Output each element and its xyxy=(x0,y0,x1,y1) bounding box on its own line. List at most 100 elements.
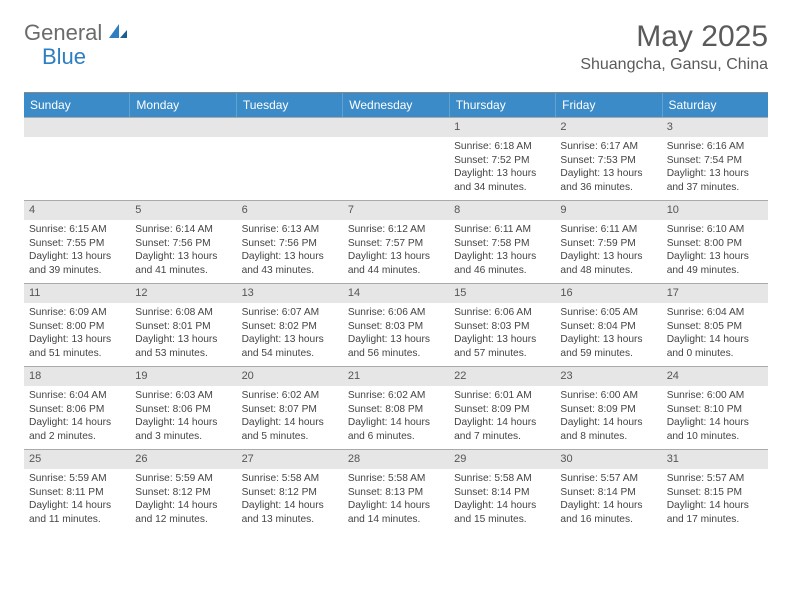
day-details: Sunrise: 5:58 AMSunset: 8:13 PMDaylight:… xyxy=(343,469,449,532)
day-cell: 3Sunrise: 6:16 AMSunset: 7:54 PMDaylight… xyxy=(662,118,768,200)
sunset-text: Sunset: 8:12 PM xyxy=(135,486,231,500)
daylight-text: Daylight: 13 hours and 49 minutes. xyxy=(667,250,763,278)
sunrise-text: Sunrise: 6:12 AM xyxy=(348,223,444,237)
day-details: Sunrise: 6:18 AMSunset: 7:52 PMDaylight:… xyxy=(449,137,555,200)
day-number: 28 xyxy=(343,450,449,469)
weekday-header: Tuesday xyxy=(237,93,343,117)
day-number: 25 xyxy=(24,450,130,469)
day-details: Sunrise: 6:15 AMSunset: 7:55 PMDaylight:… xyxy=(24,220,130,283)
sunset-text: Sunset: 7:57 PM xyxy=(348,237,444,251)
sunrise-text: Sunrise: 6:08 AM xyxy=(135,306,231,320)
day-cell: 27Sunrise: 5:58 AMSunset: 8:12 PMDayligh… xyxy=(237,450,343,532)
title-block: May 2025 Shuangcha, Gansu, China xyxy=(580,20,768,74)
day-details: Sunrise: 5:59 AMSunset: 8:12 PMDaylight:… xyxy=(130,469,236,532)
daylight-text: Daylight: 14 hours and 2 minutes. xyxy=(29,416,125,444)
sunrise-text: Sunrise: 5:58 AM xyxy=(348,472,444,486)
sunset-text: Sunset: 8:10 PM xyxy=(667,403,763,417)
day-details: Sunrise: 6:04 AMSunset: 8:06 PMDaylight:… xyxy=(24,386,130,449)
sunrise-text: Sunrise: 6:02 AM xyxy=(242,389,338,403)
day-details: Sunrise: 6:00 AMSunset: 8:10 PMDaylight:… xyxy=(662,386,768,449)
day-cell: 14Sunrise: 6:06 AMSunset: 8:03 PMDayligh… xyxy=(343,284,449,366)
day-details: Sunrise: 6:02 AMSunset: 8:08 PMDaylight:… xyxy=(343,386,449,449)
day-number: 10 xyxy=(662,201,768,220)
sunset-text: Sunset: 8:02 PM xyxy=(242,320,338,334)
day-cell: 5Sunrise: 6:14 AMSunset: 7:56 PMDaylight… xyxy=(130,201,236,283)
sunrise-text: Sunrise: 6:09 AM xyxy=(29,306,125,320)
day-number: 1 xyxy=(449,118,555,137)
sunrise-text: Sunrise: 6:14 AM xyxy=(135,223,231,237)
day-number: 8 xyxy=(449,201,555,220)
day-details: Sunrise: 6:07 AMSunset: 8:02 PMDaylight:… xyxy=(237,303,343,366)
day-cell: 22Sunrise: 6:01 AMSunset: 8:09 PMDayligh… xyxy=(449,367,555,449)
daylight-text: Daylight: 14 hours and 0 minutes. xyxy=(667,333,763,361)
daylight-text: Daylight: 14 hours and 7 minutes. xyxy=(454,416,550,444)
sunrise-text: Sunrise: 6:13 AM xyxy=(242,223,338,237)
sunrise-text: Sunrise: 5:59 AM xyxy=(135,472,231,486)
sunset-text: Sunset: 7:53 PM xyxy=(560,154,656,168)
sunrise-text: Sunrise: 6:15 AM xyxy=(29,223,125,237)
day-cell: 2Sunrise: 6:17 AMSunset: 7:53 PMDaylight… xyxy=(555,118,661,200)
weekday-header: Saturday xyxy=(663,93,768,117)
sunset-text: Sunset: 8:12 PM xyxy=(242,486,338,500)
day-cell xyxy=(343,118,449,200)
daylight-text: Daylight: 14 hours and 3 minutes. xyxy=(135,416,231,444)
sunrise-text: Sunrise: 6:02 AM xyxy=(348,389,444,403)
day-cell: 31Sunrise: 5:57 AMSunset: 8:15 PMDayligh… xyxy=(662,450,768,532)
sunset-text: Sunset: 8:06 PM xyxy=(29,403,125,417)
sunrise-text: Sunrise: 6:06 AM xyxy=(454,306,550,320)
daylight-text: Daylight: 14 hours and 5 minutes. xyxy=(242,416,338,444)
sunset-text: Sunset: 8:04 PM xyxy=(560,320,656,334)
day-cell: 15Sunrise: 6:06 AMSunset: 8:03 PMDayligh… xyxy=(449,284,555,366)
daylight-text: Daylight: 14 hours and 15 minutes. xyxy=(454,499,550,527)
sunset-text: Sunset: 8:11 PM xyxy=(29,486,125,500)
day-cell: 17Sunrise: 6:04 AMSunset: 8:05 PMDayligh… xyxy=(662,284,768,366)
day-details: Sunrise: 6:06 AMSunset: 8:03 PMDaylight:… xyxy=(343,303,449,366)
page-header: General Blue May 2025 Shuangcha, Gansu, … xyxy=(24,20,768,74)
daylight-text: Daylight: 13 hours and 39 minutes. xyxy=(29,250,125,278)
sunrise-text: Sunrise: 6:11 AM xyxy=(454,223,550,237)
sunrise-text: Sunrise: 6:04 AM xyxy=(29,389,125,403)
daylight-text: Daylight: 13 hours and 54 minutes. xyxy=(242,333,338,361)
location-label: Shuangcha, Gansu, China xyxy=(580,56,768,74)
day-number: 29 xyxy=(449,450,555,469)
day-details: Sunrise: 6:16 AMSunset: 7:54 PMDaylight:… xyxy=(662,137,768,200)
day-number: 27 xyxy=(237,450,343,469)
logo: General Blue xyxy=(24,20,129,46)
day-number: 24 xyxy=(662,367,768,386)
day-number: 18 xyxy=(24,367,130,386)
daylight-text: Daylight: 13 hours and 43 minutes. xyxy=(242,250,338,278)
day-cell: 16Sunrise: 6:05 AMSunset: 8:04 PMDayligh… xyxy=(555,284,661,366)
sunrise-text: Sunrise: 6:11 AM xyxy=(560,223,656,237)
daylight-text: Daylight: 14 hours and 17 minutes. xyxy=(667,499,763,527)
day-details: Sunrise: 5:58 AMSunset: 8:14 PMDaylight:… xyxy=(449,469,555,532)
day-details: Sunrise: 6:04 AMSunset: 8:05 PMDaylight:… xyxy=(662,303,768,366)
sunrise-text: Sunrise: 5:59 AM xyxy=(29,472,125,486)
sunrise-text: Sunrise: 6:06 AM xyxy=(348,306,444,320)
daylight-text: Daylight: 14 hours and 6 minutes. xyxy=(348,416,444,444)
sunset-text: Sunset: 8:00 PM xyxy=(667,237,763,251)
weekday-header: Monday xyxy=(130,93,236,117)
daylight-text: Daylight: 13 hours and 51 minutes. xyxy=(29,333,125,361)
day-details: Sunrise: 6:11 AMSunset: 7:58 PMDaylight:… xyxy=(449,220,555,283)
sunrise-text: Sunrise: 5:58 AM xyxy=(242,472,338,486)
daylight-text: Daylight: 13 hours and 36 minutes. xyxy=(560,167,656,195)
day-number: 26 xyxy=(130,450,236,469)
sunrise-text: Sunrise: 5:57 AM xyxy=(560,472,656,486)
day-cell xyxy=(24,118,130,200)
day-number: 15 xyxy=(449,284,555,303)
day-details: Sunrise: 6:12 AMSunset: 7:57 PMDaylight:… xyxy=(343,220,449,283)
day-cell: 4Sunrise: 6:15 AMSunset: 7:55 PMDaylight… xyxy=(24,201,130,283)
sunset-text: Sunset: 8:05 PM xyxy=(667,320,763,334)
calendar-grid: SundayMondayTuesdayWednesdayThursdayFrid… xyxy=(24,92,768,532)
day-number: 16 xyxy=(555,284,661,303)
sunset-text: Sunset: 8:15 PM xyxy=(667,486,763,500)
day-number: 4 xyxy=(24,201,130,220)
day-details: Sunrise: 5:57 AMSunset: 8:15 PMDaylight:… xyxy=(662,469,768,532)
sunrise-text: Sunrise: 6:01 AM xyxy=(454,389,550,403)
month-title: May 2025 xyxy=(580,20,768,54)
sunrise-text: Sunrise: 5:57 AM xyxy=(667,472,763,486)
daylight-text: Daylight: 14 hours and 14 minutes. xyxy=(348,499,444,527)
day-number: 20 xyxy=(237,367,343,386)
day-details: Sunrise: 6:17 AMSunset: 7:53 PMDaylight:… xyxy=(555,137,661,200)
day-number: 22 xyxy=(449,367,555,386)
